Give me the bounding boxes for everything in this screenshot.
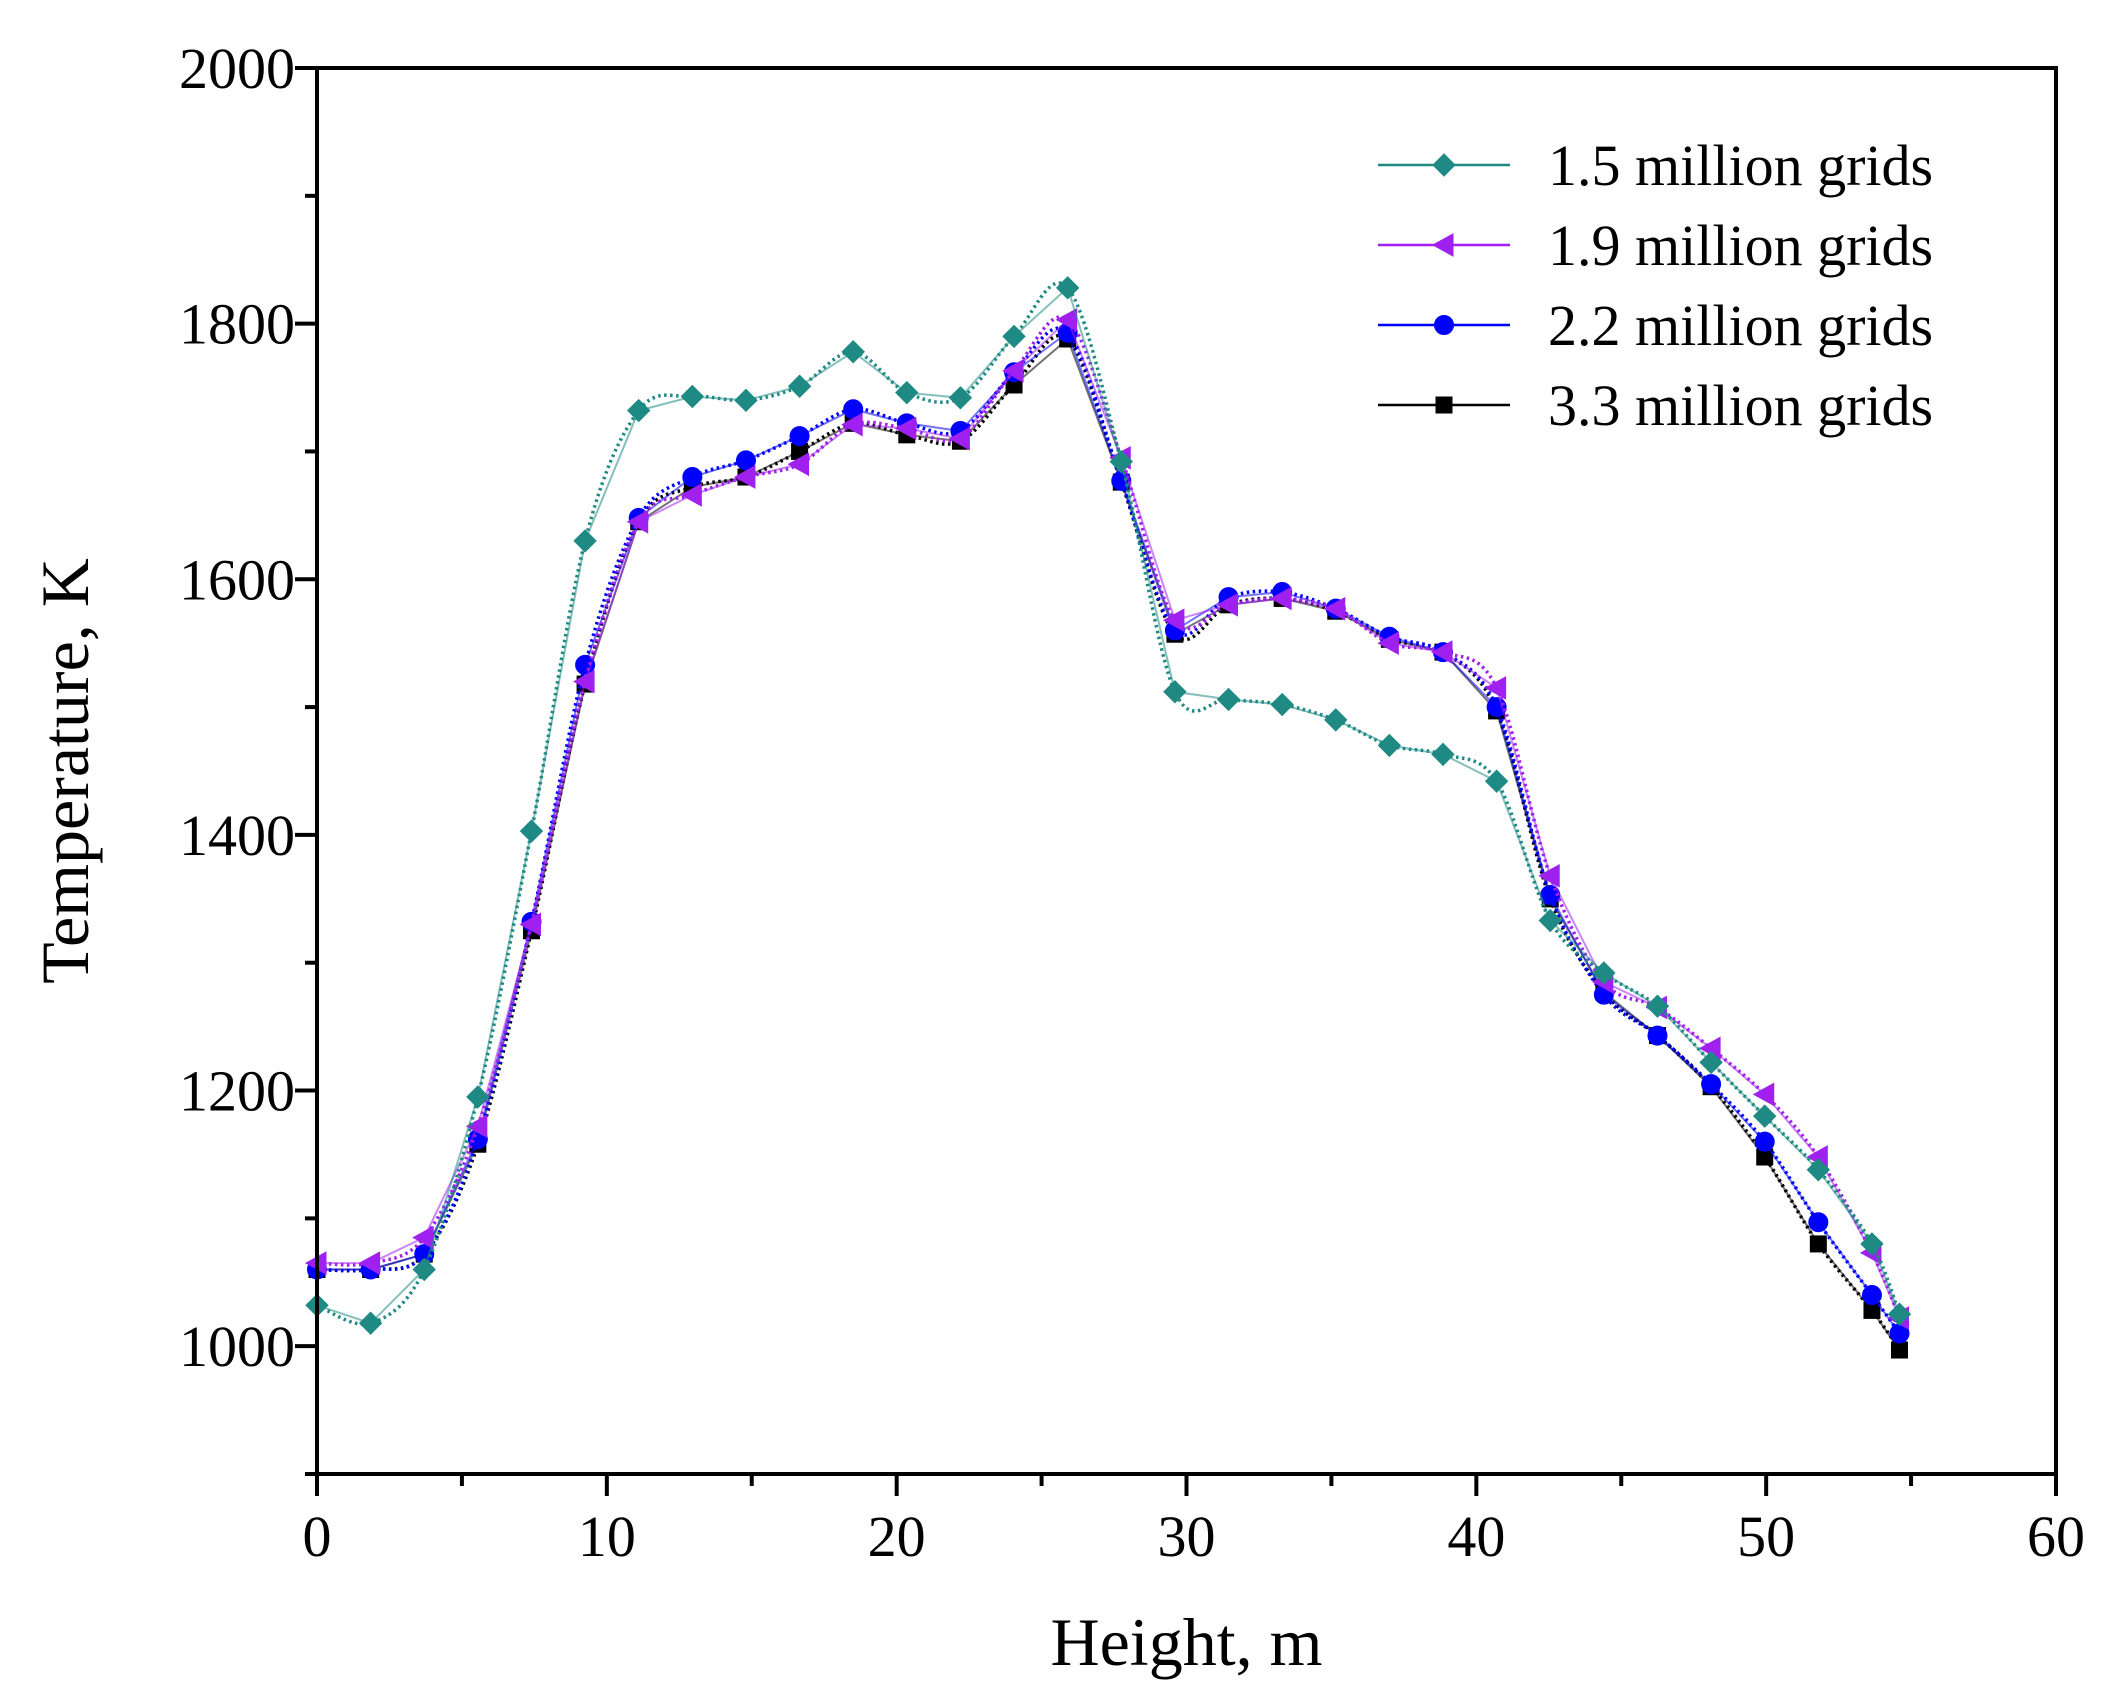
data-point [895, 380, 919, 405]
x-axis: 0 10 20 30 40 50 60 [303, 1474, 2085, 1569]
legend-marker [1431, 233, 1454, 257]
data-point [1055, 276, 1080, 300]
y-tick-label: 2000 [179, 36, 295, 101]
data-point [1754, 1131, 1775, 1152]
x-tick-label: 0 [303, 1504, 332, 1569]
data-point [1887, 1302, 1912, 1326]
legend-item: 3.3 million grids [1378, 373, 1933, 438]
x-axis-title: Height, m [1051, 1604, 1323, 1680]
legend-item: 2.2 million grids [1378, 293, 1933, 358]
data-point [1430, 640, 1453, 664]
data-point [573, 669, 595, 694]
data-point [1163, 680, 1187, 704]
data-point [1538, 908, 1562, 933]
y-tick-label: 1800 [179, 292, 295, 357]
y-axis-title: Temperature, K [27, 558, 103, 984]
legend-label: 1.9 million grids [1548, 213, 1933, 278]
legend-label: 2.2 million grids [1548, 293, 1933, 358]
data-point [626, 509, 649, 534]
data-point [735, 450, 756, 471]
data-point [466, 1085, 490, 1109]
data-point [1647, 1025, 1668, 1046]
data-point [1216, 592, 1239, 617]
data-point [682, 467, 703, 488]
x-tick-label: 60 [2027, 1504, 2085, 1569]
data-point [1109, 449, 1133, 474]
x-tick-label: 40 [1447, 1504, 1505, 1569]
y-tick-label: 1400 [179, 803, 295, 868]
data-point [1861, 1285, 1882, 1306]
series-1 [305, 276, 1912, 1335]
data-point [733, 465, 756, 489]
data-point [627, 398, 651, 423]
series-layer [304, 276, 1912, 1359]
data-point [680, 384, 705, 409]
data-point [841, 412, 863, 437]
legend-label: 1.5 million grids [1548, 133, 1933, 198]
data-point [1377, 631, 1399, 656]
data-point [787, 374, 812, 398]
data-point [894, 416, 917, 441]
legend: 1.5 million grids 1.9 million grids 2.2 mi… [1378, 133, 1933, 438]
data-point [465, 1114, 488, 1139]
y-axis: 1000 1200 1400 1600 1800 2000 [179, 36, 317, 1476]
data-point [841, 340, 865, 364]
data-point [1484, 676, 1507, 700]
data-point [1270, 692, 1294, 717]
data-point [412, 1257, 436, 1282]
data-point [1270, 586, 1292, 611]
y-tick-label: 1200 [179, 1059, 295, 1124]
data-point [1645, 994, 1670, 1018]
data-point [1699, 1050, 1723, 1075]
legend-marker [1432, 153, 1456, 177]
data-point [1752, 1082, 1775, 1107]
data-point [358, 1251, 381, 1275]
data-point [1484, 769, 1509, 793]
data-point [1890, 1341, 1908, 1359]
data-point [1431, 742, 1455, 767]
data-point [789, 426, 810, 447]
data-point [787, 452, 810, 477]
data-point [1753, 1104, 1777, 1128]
data-point [734, 388, 758, 413]
y-tick-label: 1000 [179, 1314, 295, 1379]
data-point [1324, 708, 1348, 732]
x-tick-label: 20 [868, 1504, 926, 1569]
legend-marker [1435, 396, 1453, 414]
data-point [1323, 596, 1346, 621]
data-point [1538, 863, 1560, 888]
data-point [948, 386, 973, 410]
data-point [1806, 1158, 1831, 1182]
data-point [1162, 608, 1185, 633]
data-point [1809, 1235, 1827, 1253]
data-point [1592, 961, 1616, 985]
legend-label: 3.3 million grids [1548, 373, 1933, 438]
legend-item: 1.5 million grids [1378, 133, 1933, 198]
data-point [1377, 733, 1402, 758]
data-point [519, 819, 544, 843]
y-tick-label: 1600 [179, 547, 295, 612]
data-point [1808, 1212, 1829, 1233]
data-point [948, 426, 970, 451]
x-tick-label: 30 [1158, 1504, 1216, 1569]
data-point [358, 1311, 383, 1335]
data-point [1701, 1074, 1722, 1095]
data-point [1860, 1232, 1884, 1256]
legend-marker [1434, 315, 1454, 335]
legend-item: 1.9 million grids [1378, 213, 1933, 278]
data-point [519, 912, 541, 937]
data-point [1216, 687, 1241, 712]
data-point [573, 529, 597, 553]
x-tick-label: 50 [1737, 1504, 1795, 1569]
data-point [1002, 324, 1026, 349]
data-point [680, 483, 702, 507]
x-tick-label: 10 [578, 1504, 636, 1569]
data-point [1002, 359, 1024, 383]
